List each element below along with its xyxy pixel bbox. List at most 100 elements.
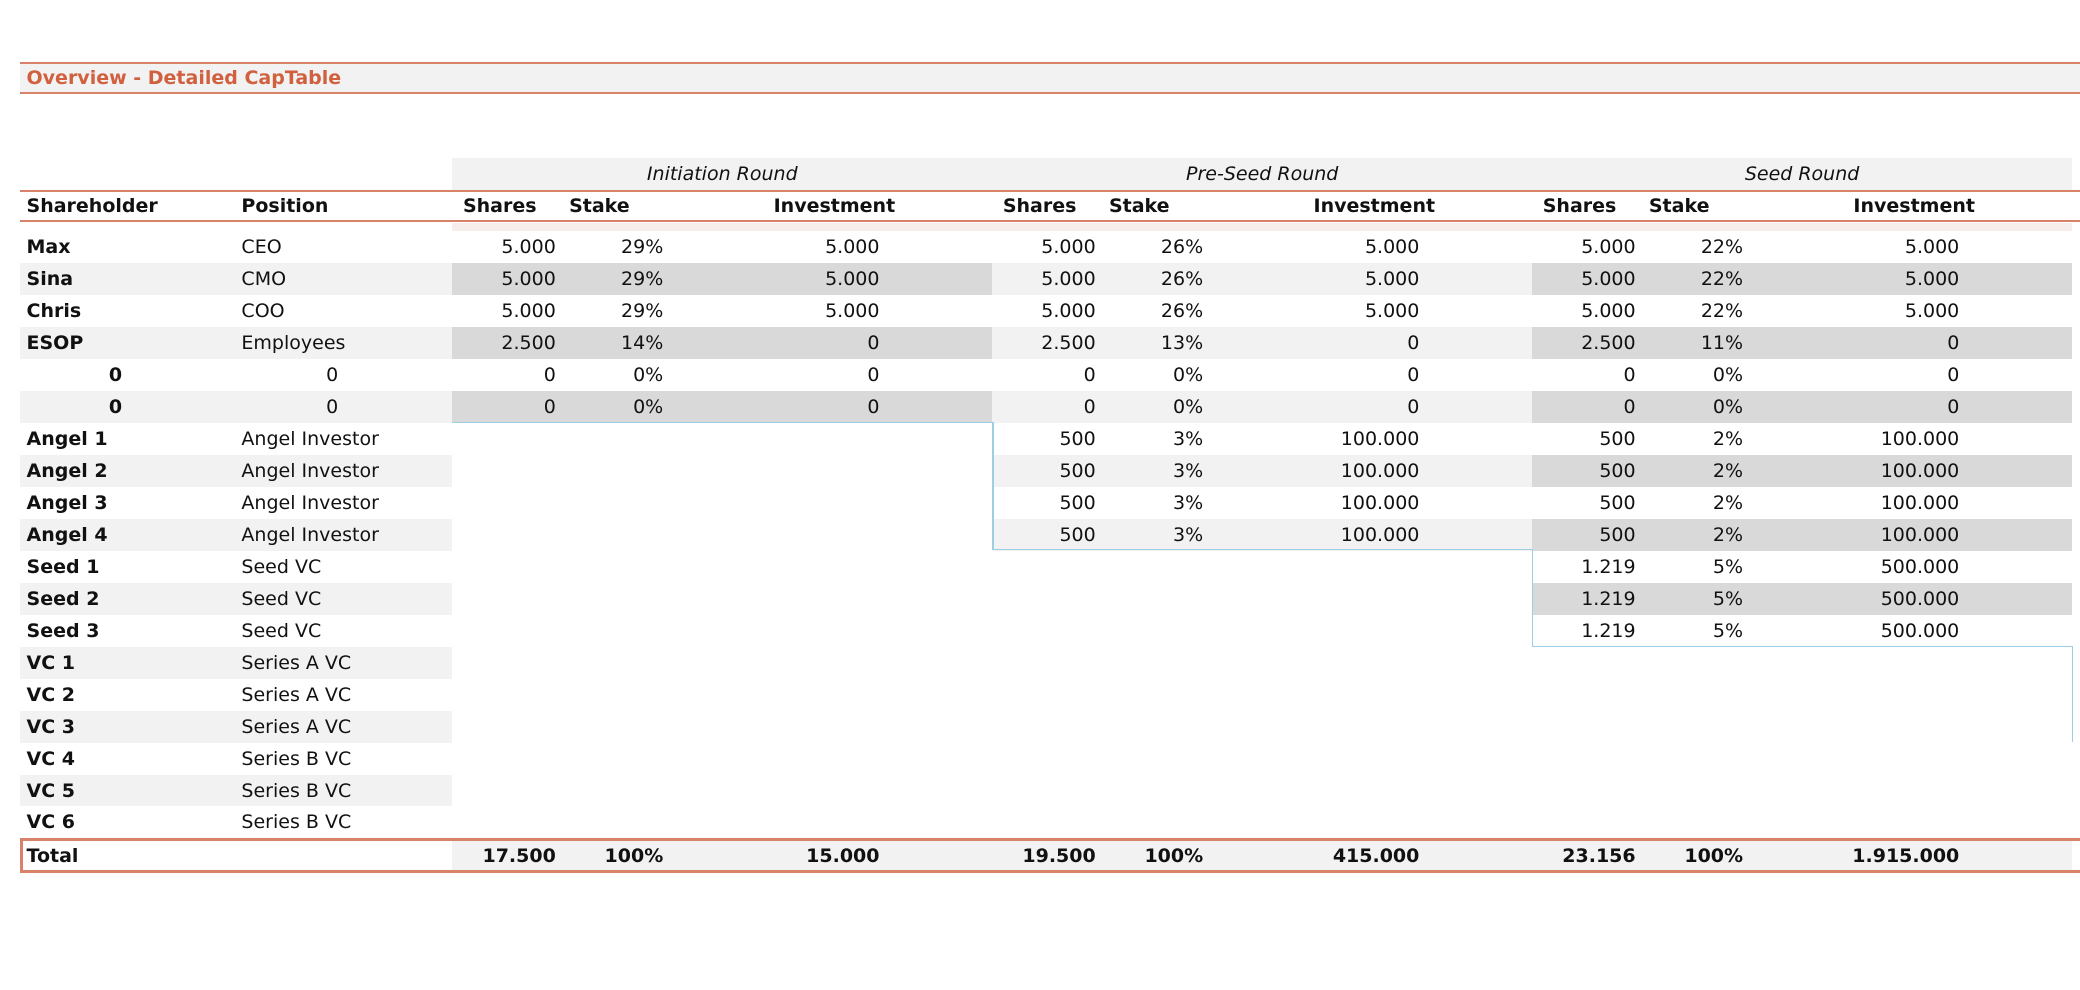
column-header: Shares xyxy=(462,194,537,217)
header-stripe xyxy=(1532,222,2073,231)
cell-value: 5.000 xyxy=(1041,299,1096,322)
column-header: Investment xyxy=(1313,194,1436,217)
cell-value: 5.000 xyxy=(1041,267,1096,290)
row-bg xyxy=(19,454,453,487)
cell-value: 1.219 xyxy=(1581,587,1636,610)
total-value: 415.000 xyxy=(1332,844,1420,867)
total-value: 100% xyxy=(1144,844,1204,867)
row-bg xyxy=(19,326,453,359)
position: Angel Investor xyxy=(241,427,379,450)
column-header: Position xyxy=(241,194,329,217)
header-stripe xyxy=(452,222,993,231)
cell-value: 5.000 xyxy=(1581,299,1636,322)
total-value: 1.915.000 xyxy=(1852,844,1960,867)
column-header: Stake xyxy=(1108,194,1170,217)
shareholder: Max xyxy=(26,235,71,258)
cell-value: 100.000 xyxy=(1340,459,1420,482)
round-name: Initiation Round xyxy=(646,162,798,185)
cell-value: 5% xyxy=(1712,587,1744,610)
cell-value: 1.219 xyxy=(1581,555,1636,578)
row-bg xyxy=(19,582,453,615)
position: Seed VC xyxy=(241,555,322,578)
cell-value: 500.000 xyxy=(1880,555,1960,578)
total-value: 19.500 xyxy=(1022,844,1096,867)
cell-value: 0% xyxy=(1173,363,1204,386)
position: CMO xyxy=(241,267,287,290)
total-value: 23.156 xyxy=(1562,844,1636,867)
cell-value: 0 xyxy=(1947,331,1960,354)
cell-value: 500.000 xyxy=(1880,587,1960,610)
cell-value: 26% xyxy=(1160,267,1204,290)
row-bg xyxy=(19,518,453,551)
cell-value: 5.000 xyxy=(1364,299,1420,322)
cell-value: 5.000 xyxy=(825,267,880,290)
cell-bg xyxy=(452,326,993,359)
row-bg xyxy=(19,774,453,807)
cell-value: 500 xyxy=(1059,523,1096,546)
shareholder: VC 1 xyxy=(26,651,75,674)
cell-bg xyxy=(992,518,1533,551)
cell-value: 0% xyxy=(1712,395,1744,418)
row-bg xyxy=(19,262,453,295)
column-header: Investment xyxy=(1853,194,1975,217)
shareholder: VC 5 xyxy=(26,779,75,802)
position: Angel Investor xyxy=(241,459,379,482)
position: Series A VC xyxy=(241,651,352,674)
header-row xyxy=(19,189,2080,222)
cell-value: 0% xyxy=(1712,363,1744,386)
cell-value: 0% xyxy=(1173,395,1204,418)
cell-value: 0% xyxy=(633,395,664,418)
position: Series B VC xyxy=(241,747,352,770)
position: Series B VC xyxy=(241,779,352,802)
cell-value: 100.000 xyxy=(1880,459,1960,482)
cell-value: 500 xyxy=(1599,491,1636,514)
cell-value: 100.000 xyxy=(1340,523,1420,546)
cell-bg xyxy=(992,454,1533,487)
block-outline xyxy=(1532,549,1534,646)
shareholder: VC 3 xyxy=(26,715,75,738)
total-value: 15.000 xyxy=(806,844,880,867)
shareholder: Angel 3 xyxy=(26,491,108,514)
cell-value: 3% xyxy=(1173,523,1204,546)
cell-value: 1.219 xyxy=(1581,619,1636,642)
cell-value: 3% xyxy=(1173,427,1204,450)
shareholder: Seed 3 xyxy=(26,619,100,642)
position: Series B VC xyxy=(241,811,352,834)
cell-value: 22% xyxy=(1700,299,1744,322)
position: 0 xyxy=(326,395,339,418)
position: Angel Investor xyxy=(241,491,379,514)
cell-value: 5.000 xyxy=(1904,267,1960,290)
cell-value: 500 xyxy=(1599,459,1636,482)
cell-bg xyxy=(992,262,1533,295)
cell-value: 13% xyxy=(1160,331,1204,354)
total-bg xyxy=(1532,839,2073,872)
column-header: Shares xyxy=(1542,194,1617,217)
position: Series A VC xyxy=(241,715,352,738)
cell-value: 100.000 xyxy=(1880,427,1960,450)
cell-value: 2.500 xyxy=(501,331,556,354)
cell-value: 2% xyxy=(1712,523,1744,546)
title: Overview - Detailed CapTable xyxy=(26,67,342,90)
cell-value: 500.000 xyxy=(1880,619,1960,642)
position: COO xyxy=(241,299,285,322)
cell-value: 5.000 xyxy=(1904,235,1960,258)
position: Seed VC xyxy=(241,619,322,642)
column-header: Stake xyxy=(1648,194,1710,217)
cell-value: 29% xyxy=(621,235,664,258)
cell-value: 0 xyxy=(1407,395,1420,418)
cell-bg xyxy=(1532,518,2073,551)
block-outline xyxy=(992,549,1533,551)
column-header: Stake xyxy=(569,194,630,217)
cell-value: 2% xyxy=(1712,491,1744,514)
shareholder: ESOP xyxy=(26,331,84,354)
cell-value: 11% xyxy=(1700,331,1744,354)
cell-value: 0 xyxy=(1947,363,1960,386)
round-header-bg xyxy=(992,157,1533,190)
position: 0 xyxy=(326,363,339,386)
cell-value: 0 xyxy=(867,363,880,386)
header-stripe xyxy=(992,222,1533,231)
cell-value: 3% xyxy=(1173,459,1204,482)
column-header: Shares xyxy=(1002,194,1077,217)
round-name: Pre-Seed Round xyxy=(1186,162,1339,185)
